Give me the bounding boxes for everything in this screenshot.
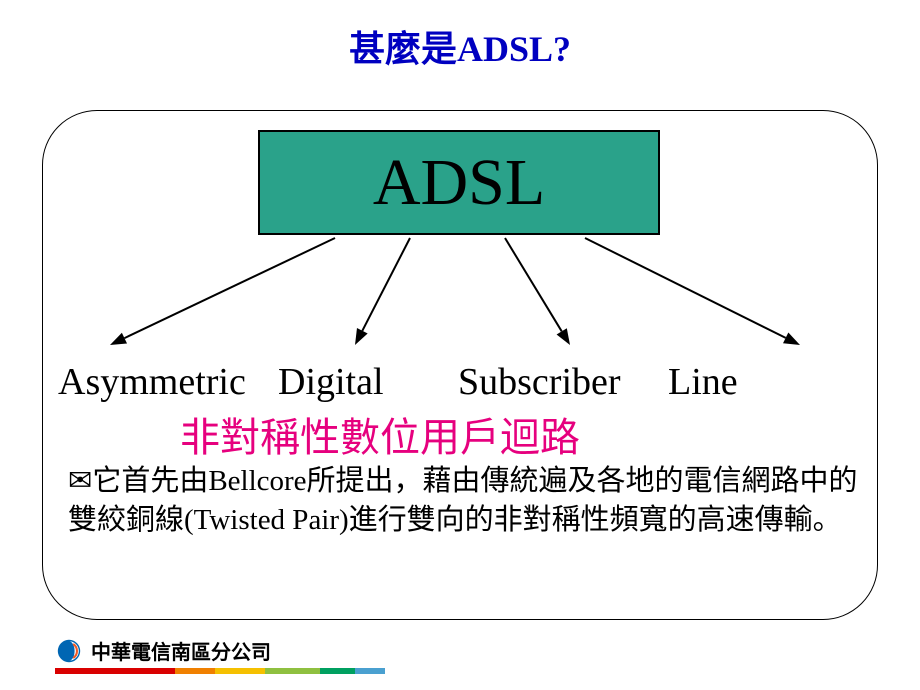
chinese-subtitle: 非對稱性數位用戶迴路 <box>180 405 580 463</box>
acronym-expansion-row: AsymmetricDigitalSubscriberLine <box>58 360 768 404</box>
footer: 中華電信南區分公司 <box>55 636 271 665</box>
envelope-icon: ✉ <box>68 465 92 497</box>
adsl-box: ADSL <box>258 130 660 235</box>
footer-bar-segment <box>265 668 320 674</box>
footer-bar-segment <box>215 668 265 674</box>
footer-bar-segment <box>175 668 215 674</box>
slide-title: 甚麼是ADSL? <box>0 0 920 72</box>
description-body: 它首先由Bellcore所提出，藉由傳統遍及各地的電信網路中的雙絞銅線(Twis… <box>68 465 858 536</box>
adsl-box-text: ADSL <box>373 145 545 221</box>
expansion-word: Digital <box>278 360 458 404</box>
description-text: ✉它首先由Bellcore所提出，藉由傳統遍及各地的電信網路中的雙絞銅線(Twi… <box>68 462 858 540</box>
cht-logo-icon <box>55 637 83 665</box>
company-name: 中華電信南區分公司 <box>91 636 271 665</box>
footer-bar-segment <box>355 668 385 674</box>
footer-color-bar <box>55 668 385 674</box>
expansion-word: Line <box>668 360 768 404</box>
footer-bar-segment <box>320 668 355 674</box>
expansion-word: Subscriber <box>458 360 668 404</box>
expansion-word: Asymmetric <box>58 360 278 404</box>
footer-bar-segment <box>55 668 175 674</box>
